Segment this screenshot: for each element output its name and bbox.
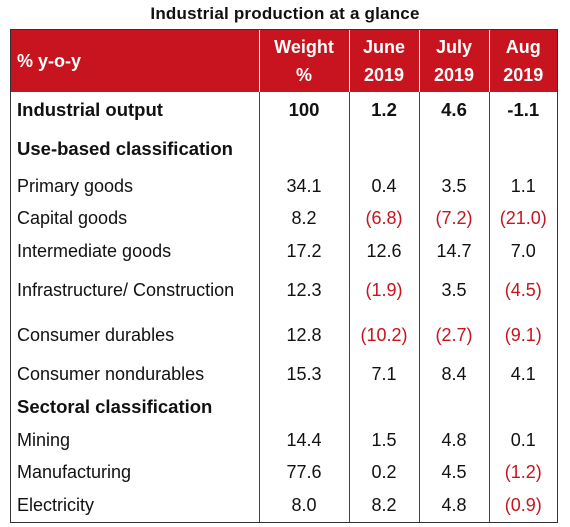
june-cell: (1.9) <box>348 268 419 314</box>
table-body: Industrial output 100 1.2 4.6 -1.1 Use-based … <box>11 92 557 522</box>
aug-cell <box>488 390 557 424</box>
industrial-production-table: % y-o-y Weight % June 2019 July 2019 Aug… <box>10 29 558 523</box>
july-cell: 4.6 <box>418 92 489 129</box>
weight-cell: 100 <box>258 92 349 129</box>
aug-cell: (21.0) <box>488 202 557 236</box>
weight-cell: 8.2 <box>258 202 349 236</box>
aug-cell: 4.1 <box>488 358 557 391</box>
july-cell: 8.4 <box>418 358 489 391</box>
header-july-line1: July <box>435 37 473 57</box>
weight-cell: 77.6 <box>258 456 349 490</box>
header-june: June 2019 <box>348 30 419 92</box>
june-cell: 1.5 <box>348 423 419 457</box>
weight-cell: 8.0 <box>258 489 349 522</box>
weight-cell <box>258 390 349 424</box>
row-label: Sectoral classification <box>17 396 213 418</box>
june-cell <box>348 128 419 170</box>
june-cell: 7.1 <box>348 358 419 391</box>
june-cell: 12.6 <box>348 235 419 269</box>
aug-cell: (1.2) <box>488 456 557 490</box>
header-aug-line1: Aug <box>505 37 541 57</box>
header-weight: Weight % <box>258 30 349 92</box>
header-july-line2: 2019 <box>433 65 475 85</box>
row-label: Consumer nondurables <box>17 364 205 384</box>
aug-cell: (4.5) <box>488 268 557 314</box>
aug-cell: 0.1 <box>488 423 557 457</box>
row-label: Infrastructure/ Construction <box>17 280 235 301</box>
july-cell: 4.8 <box>418 489 489 522</box>
row-label: Mining <box>17 429 71 450</box>
july-cell: 4.8 <box>418 423 489 457</box>
section-header-row: Sectoral classification <box>11 390 557 424</box>
header-june-line1: June <box>362 37 405 57</box>
table-row: Consumer durables 12.8 (10.2) (2.7) (9.1) <box>11 313 557 359</box>
weight-cell <box>258 128 349 170</box>
table-row: Mining 14.4 1.5 4.8 0.1 <box>11 423 557 457</box>
july-cell: 14.7 <box>418 235 489 269</box>
row-label: Industrial output <box>17 99 163 121</box>
aug-cell: (9.1) <box>488 313 557 359</box>
weight-cell: 12.3 <box>258 268 349 314</box>
weight-cell: 34.1 <box>258 169 349 203</box>
aug-cell: (0.9) <box>488 489 557 522</box>
weight-cell: 17.2 <box>258 235 349 269</box>
aug-cell <box>488 128 557 170</box>
row-label: Manufacturing <box>17 462 132 483</box>
table-row: Electricity 8.0 8.2 4.8 (0.9) <box>11 489 557 522</box>
july-cell <box>418 390 489 424</box>
header-row: % y-o-y Weight % June 2019 July 2019 Aug… <box>11 30 557 92</box>
table-row: Industrial output 100 1.2 4.6 -1.1 <box>11 92 557 129</box>
header-weight-line1: Weight <box>274 37 334 57</box>
header-aug-line2: 2019 <box>503 65 544 85</box>
aug-cell: -1.1 <box>488 92 557 129</box>
weight-cell: 12.8 <box>258 313 349 359</box>
weight-cell: 15.3 <box>258 358 349 391</box>
section-header-row: Use-based classification <box>11 128 557 170</box>
aug-cell: 1.1 <box>488 169 557 203</box>
row-label: Intermediate goods <box>17 241 172 262</box>
june-cell: (10.2) <box>348 313 419 359</box>
june-cell: (6.8) <box>348 202 419 236</box>
table-row: Manufacturing 77.6 0.2 4.5 (1.2) <box>11 456 557 490</box>
table-row: Primary goods 34.1 0.4 3.5 1.1 <box>11 169 557 203</box>
row-label: Capital goods <box>17 208 128 229</box>
header-aug: Aug 2019 <box>488 30 557 92</box>
july-cell: (2.7) <box>418 313 489 359</box>
july-cell: 4.5 <box>418 456 489 490</box>
table-row: Capital goods 8.2 (6.8) (7.2) (21.0) <box>11 202 557 236</box>
june-cell <box>348 390 419 424</box>
row-label: Use-based classification <box>17 138 233 160</box>
june-cell: 1.2 <box>348 92 419 129</box>
table-row: Infrastructure/ Construction 12.3 (1.9) 3.5… <box>11 268 557 314</box>
row-label: Primary goods <box>17 175 134 196</box>
june-cell: 0.2 <box>348 456 419 490</box>
row-label: Consumer durables <box>17 325 175 346</box>
header-label: % y-o-y <box>17 50 82 71</box>
july-cell: 3.5 <box>418 268 489 314</box>
table-title: Industrial production at a glance <box>150 4 420 23</box>
table-row: Intermediate goods 17.2 12.6 14.7 7.0 <box>11 235 557 269</box>
july-cell <box>418 128 489 170</box>
table-header: % y-o-y Weight % June 2019 July 2019 Aug… <box>11 30 557 92</box>
header-weight-line2: % <box>295 65 312 85</box>
data-table: % y-o-y Weight % June 2019 July 2019 Aug… <box>11 30 557 522</box>
row-label: Electricity <box>17 495 95 516</box>
aug-cell: 7.0 <box>488 235 557 269</box>
july-cell: (7.2) <box>418 202 489 236</box>
june-cell: 0.4 <box>348 169 419 203</box>
table-row: Consumer nondurables 15.3 7.1 8.4 4.1 <box>11 358 557 391</box>
july-cell: 3.5 <box>418 169 489 203</box>
weight-cell: 14.4 <box>258 423 349 457</box>
header-july: July 2019 <box>418 30 489 92</box>
header-june-line2: 2019 <box>363 65 405 85</box>
june-cell: 8.2 <box>348 489 419 522</box>
